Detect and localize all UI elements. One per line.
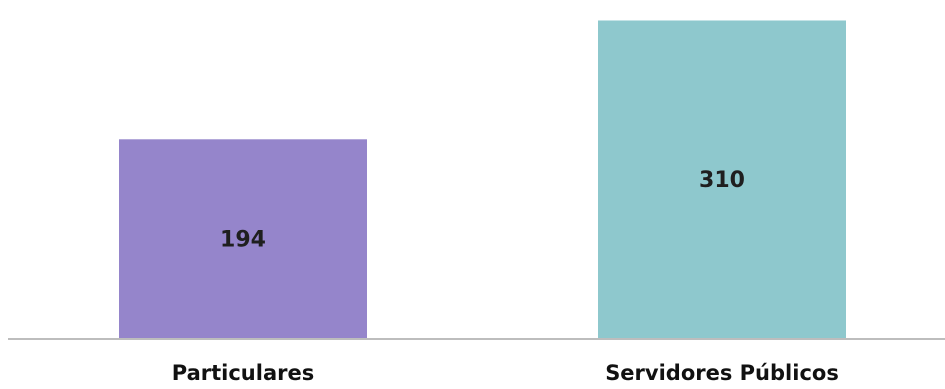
bar-servidores-p-blicos bbox=[598, 20, 846, 338]
bar-particulares bbox=[119, 139, 367, 338]
data-label: 310 bbox=[699, 168, 745, 193]
category-label: Servidores Públicos bbox=[605, 361, 839, 385]
data-label: 194 bbox=[220, 228, 266, 253]
category-label: Particulares bbox=[172, 361, 314, 385]
